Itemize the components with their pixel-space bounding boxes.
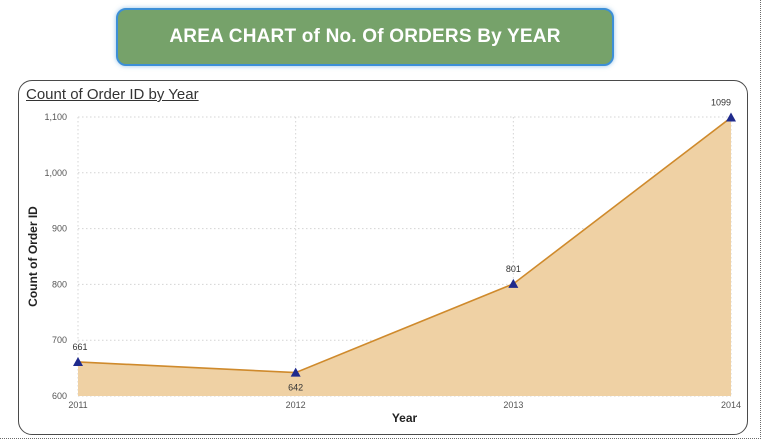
- banner-title-text: AREA CHART of No. Of ORDERS By YEAR: [169, 26, 561, 47]
- data-label: 642: [288, 383, 303, 393]
- data-label: 661: [72, 342, 87, 352]
- area-line: [77, 116, 732, 374]
- area-fill: [78, 117, 731, 397]
- data-point-marker: [508, 278, 519, 288]
- chart-title: Count of Order ID by Year: [26, 86, 199, 103]
- y-tick-label: 700: [52, 335, 67, 345]
- data-label: 801: [506, 264, 521, 274]
- x-axis-title: Year: [392, 411, 418, 425]
- y-tick-label: 800: [52, 279, 67, 289]
- y-tick-label: 1,100: [44, 112, 67, 122]
- y-tick-label: 900: [52, 224, 67, 234]
- x-tick-label: 2011: [68, 400, 87, 410]
- chart-banner-title: AREA CHART of No. Of ORDERS By YEAR: [116, 8, 614, 66]
- data-point-marker: [73, 356, 83, 366]
- y-tick-label: 1,000: [44, 168, 67, 178]
- x-tick-label: 2013: [503, 400, 523, 410]
- data-point-marker: [290, 367, 301, 377]
- data-point-marker: [726, 112, 736, 122]
- x-tick-label: 2012: [286, 400, 306, 410]
- data-label: 1099: [711, 98, 731, 108]
- y-axis-title: Count of Order ID: [26, 206, 40, 307]
- y-tick-label: 600: [52, 391, 67, 401]
- x-tick-label: 2014: [721, 400, 741, 410]
